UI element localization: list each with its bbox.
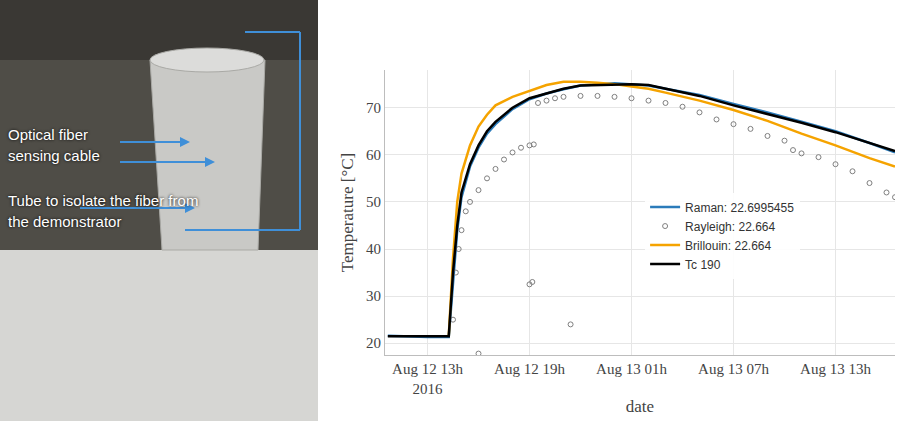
svg-text:Tc 190: Tc 190 <box>685 258 721 272</box>
svg-text:60: 60 <box>366 147 381 163</box>
svg-text:70: 70 <box>366 100 381 116</box>
html-text:Tube to isolate the fiber from: Tube to isolate the fiber from the demon… <box>8 192 199 230</box>
svg-text:Aug 12 19h: Aug 12 19h <box>494 361 565 377</box>
svg-text:20: 20 <box>366 335 381 351</box>
html-text:Optical fiber sensing cable: Optical fiber sensing cable <box>8 126 100 164</box>
svg-text:30: 30 <box>366 288 381 304</box>
svg-text:date: date <box>626 397 654 416</box>
svg-text:Temperature [°C]: Temperature [°C] <box>338 153 357 272</box>
svg-text:Aug 12 13h2016: Aug 12 13h2016 <box>392 361 463 397</box>
svg-text:Aug 13 07h: Aug 13 07h <box>698 361 769 377</box>
svg-text:Aug 13 13h: Aug 13 13h <box>800 361 871 377</box>
svg-text:40: 40 <box>366 241 381 257</box>
svg-text:Aug 13 01h: Aug 13 01h <box>596 361 667 377</box>
svg-text:Brillouin: 22.664: Brillouin: 22.664 <box>685 239 771 253</box>
svg-text:Raman: 22.6995455: Raman: 22.6995455 <box>685 201 794 215</box>
svg-text:50: 50 <box>366 194 381 210</box>
svg-text:Rayleigh: 22.664: Rayleigh: 22.664 <box>685 220 775 234</box>
